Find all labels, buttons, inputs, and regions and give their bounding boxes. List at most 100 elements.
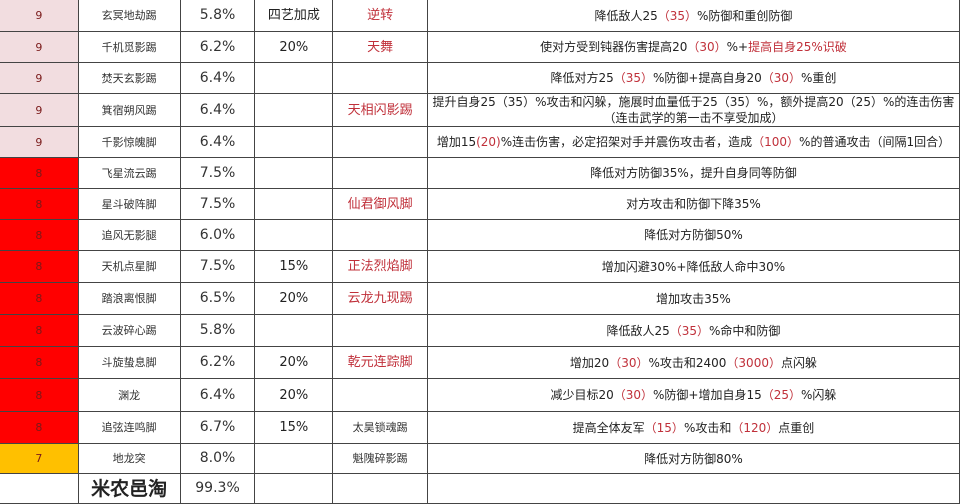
percent-cell[interactable]: 6.0% [179,219,256,251]
bonus-cell[interactable] [254,314,334,347]
percent-cell[interactable]: 7.5% [179,188,256,220]
name-cell[interactable]: 斗旋蛰息脚 [77,346,181,379]
description-cell[interactable]: 使对方受到钝器伤害提高20（30）%+提高自身25%识破 [426,31,961,63]
name-cell[interactable]: 天机点星脚 [77,250,181,283]
description-text: 增加15 [436,135,477,149]
bonus-cell[interactable]: 20% [254,282,334,315]
skill-cell[interactable]: 乾元连踪脚 [332,346,428,379]
description-text: 使对方受到钝器伤害提高20 [540,40,688,54]
name-cell[interactable]: 千影惊魄脚 [77,126,181,158]
percent-cell[interactable]: 6.4% [179,126,256,158]
percent-cell[interactable]: 6.4% [179,378,256,412]
name-cell[interactable]: 米农邑淘 [77,473,181,504]
skill-cell[interactable]: 仙君御风脚 [332,188,428,220]
description-cell[interactable]: 增加攻击35% [426,282,961,315]
level-cell[interactable]: 8 [0,219,79,251]
name-cell[interactable]: 踏浪离恨脚 [77,282,181,315]
bonus-cell[interactable] [254,188,334,220]
level-cell[interactable]: 8 [0,411,79,444]
name-cell[interactable]: 追弦连鸣脚 [77,411,181,444]
table-row: 9 玄冥地劫踢 5.8% 四艺加成 逆转 降低敌人25（35）%防御和重创防御 [0,0,961,32]
percent-cell[interactable]: 5.8% [179,314,256,347]
percent-cell[interactable]: 7.5% [179,250,256,283]
bonus-cell[interactable] [254,219,334,251]
percent-cell[interactable]: 5.8% [179,0,256,32]
percent-cell[interactable]: 6.4% [179,93,256,127]
name-cell[interactable]: 地龙突 [77,443,181,474]
description-cell[interactable]: 增加15(20)%连击伤害，必定招架对手并震伤攻击者，造成（100）%的普通攻击… [426,126,961,158]
level-cell[interactable]: 8 [0,378,79,412]
description-cell[interactable] [426,473,961,504]
skill-cell[interactable]: 魁隗碎影踢 [332,443,428,474]
description-cell[interactable]: 增加闪避30%+降低敌人命中30% [426,250,961,283]
skill-cell[interactable]: 天舞 [332,31,428,63]
level-cell[interactable]: 8 [0,314,79,347]
percent-cell[interactable]: 6.7% [179,411,256,444]
percent-cell[interactable]: 6.2% [179,31,256,63]
skill-cell[interactable]: 天相闪影踢 [332,93,428,127]
name-cell[interactable]: 飞星流云踢 [77,157,181,189]
percent-cell[interactable]: 8.0% [179,443,256,474]
name-cell[interactable]: 追风无影腿 [77,219,181,251]
skill-cell[interactable]: 正法烈焰脚 [332,250,428,283]
percent-cell[interactable]: 6.2% [179,346,256,379]
name-cell[interactable]: 渊龙 [77,378,181,412]
name-cell[interactable]: 星斗破阵脚 [77,188,181,220]
bonus-cell[interactable] [254,473,334,504]
skill-cell[interactable]: 太昊锁魂踢 [332,411,428,444]
level-cell[interactable]: 9 [0,62,79,94]
level-cell[interactable]: 9 [0,126,79,158]
level-cell[interactable]: 9 [0,93,79,127]
level-cell[interactable]: 8 [0,282,79,315]
level-cell[interactable]: 7 [0,443,79,474]
name-cell[interactable]: 云波碎心踢 [77,314,181,347]
description-cell[interactable]: 降低对方防御80% [426,443,961,474]
description-cell[interactable]: 增加20（30）%攻击和2400（3000）点闪躲 [426,346,961,379]
bonus-cell[interactable]: 20% [254,346,334,379]
bonus-cell[interactable] [254,443,334,474]
skill-cell[interactable] [332,126,428,158]
description-cell[interactable]: 降低对方防御50% [426,219,961,251]
description-cell[interactable]: 对方攻击和防御下降35% [426,188,961,220]
description-cell[interactable]: 减少目标20（30）%防御+增加自身15（25）%闪躲 [426,378,961,412]
name-cell[interactable]: 千机觅影踢 [77,31,181,63]
skill-cell[interactable] [332,62,428,94]
skill-cell[interactable] [332,314,428,347]
bonus-cell[interactable] [254,126,334,158]
bonus-cell[interactable]: 15% [254,411,334,444]
level-cell[interactable] [0,473,79,504]
description-cell[interactable]: 提升自身25（35）%攻击和闪躲，施展时血量低于25（35）%，额外提高20（2… [426,93,961,127]
percent-cell[interactable]: 7.5% [179,157,256,189]
bonus-cell[interactable]: 四艺加成 [254,0,334,32]
percent-cell[interactable]: 6.5% [179,282,256,315]
description-cell[interactable]: 降低对方防御35%，提升自身同等防御 [426,157,961,189]
bonus-cell[interactable] [254,157,334,189]
skill-cell[interactable]: 逆转 [332,0,428,32]
level-cell[interactable]: 8 [0,346,79,379]
bonus-cell[interactable] [254,93,334,127]
level-cell[interactable]: 9 [0,31,79,63]
description-cell[interactable]: 提高全体友军（15）%攻击和（120）点重创 [426,411,961,444]
name-cell[interactable]: 箕宿朔风踢 [77,93,181,127]
bonus-cell[interactable]: 20% [254,31,334,63]
description-text: 提升自身25（35）%攻击和闪躲，施展时血量低于25（35）%，额外提高20（2… [432,95,955,125]
skill-cell[interactable] [332,157,428,189]
description-cell[interactable]: 降低敌人25（35）%命中和防御 [426,314,961,347]
bonus-cell[interactable]: 15% [254,250,334,283]
name-cell[interactable]: 玄冥地劫踢 [77,0,181,32]
description-cell[interactable]: 降低敌人25（35）%防御和重创防御 [426,0,961,32]
bonus-cell[interactable]: 20% [254,378,334,412]
skill-cell[interactable] [332,473,428,504]
name-cell[interactable]: 焚天玄影踢 [77,62,181,94]
percent-cell[interactable]: 6.4% [179,62,256,94]
bonus-cell[interactable] [254,62,334,94]
percent-cell[interactable]: 99.3% [179,473,256,504]
level-cell[interactable]: 9 [0,0,79,32]
skill-cell[interactable] [332,378,428,412]
skill-cell[interactable]: 云龙九现踢 [332,282,428,315]
level-cell[interactable]: 8 [0,188,79,220]
description-cell[interactable]: 降低对方25（35）%防御+提高自身20（30）%重创 [426,62,961,94]
level-cell[interactable]: 8 [0,157,79,189]
level-cell[interactable]: 8 [0,250,79,283]
skill-cell[interactable] [332,219,428,251]
